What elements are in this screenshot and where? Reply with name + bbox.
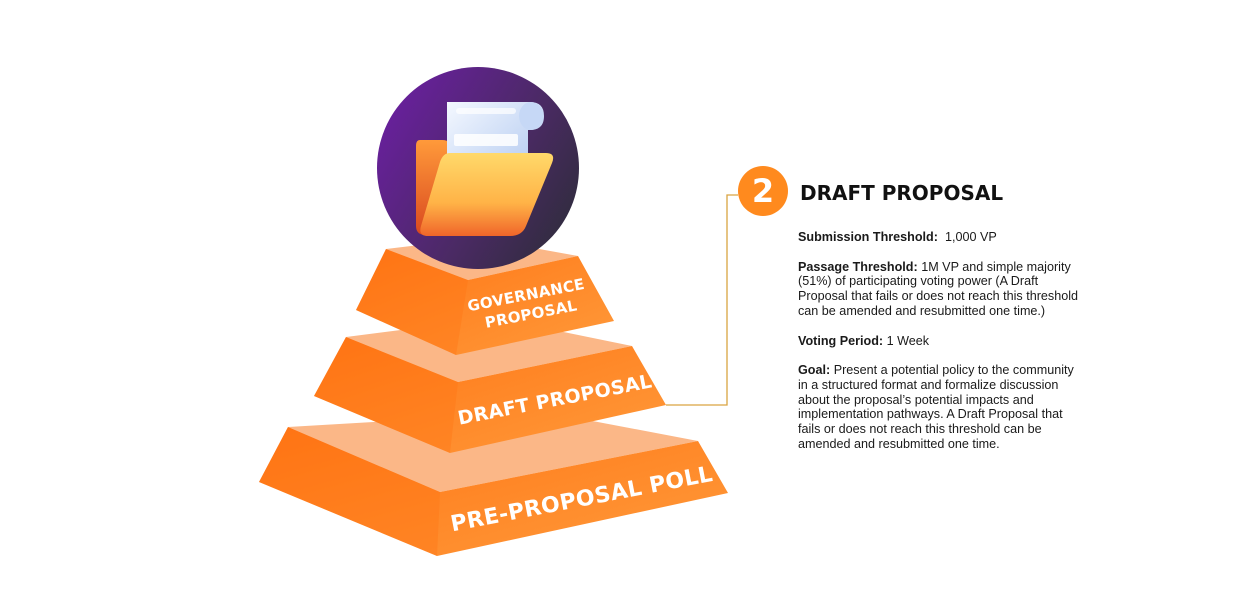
detail-voting-period: Voting Period: 1 Week (798, 334, 1080, 349)
tier-pre-proposal-poll (259, 412, 728, 556)
detail-label: Submission Threshold: (798, 230, 938, 244)
detail-label: Goal: (798, 363, 831, 378)
detail-value: Present a potential policy to the commun… (798, 363, 1074, 451)
detail-goal: Goal: Present a potential policy to the … (798, 363, 1080, 451)
detail-value: 1M VP and simple majority (51%) of parti… (798, 259, 1079, 318)
detail-label: Voting Period: (798, 333, 884, 348)
detail-value: 1,000 VP (944, 230, 997, 244)
detail-value: 1 Week (886, 333, 930, 348)
document-folder-icon (377, 67, 579, 269)
step-details: Submission Threshold: 1,000 VP Passage T… (798, 230, 1080, 466)
connector-line (666, 194, 738, 406)
tier-draft-proposal (314, 318, 666, 453)
step-title: DRAFT PROPOSAL (800, 181, 1004, 205)
tier-governance-proposal (356, 238, 614, 355)
detail-label: Passage Threshold: (798, 259, 918, 274)
detail-passage-threshold: Passage Threshold: 1M VP and simple majo… (798, 260, 1080, 319)
step-number-badge: 2 (738, 166, 788, 216)
detail-submission-threshold: Submission Threshold: 1,000 VP (798, 230, 1080, 245)
